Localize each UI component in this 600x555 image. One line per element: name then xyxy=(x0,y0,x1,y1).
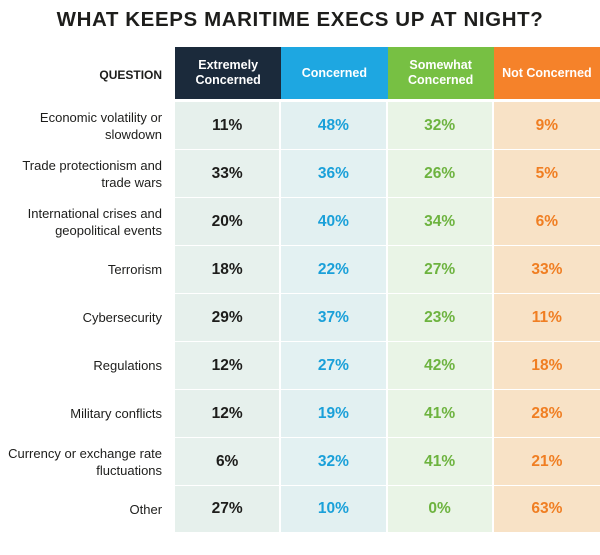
value-somewhat-concerned: 41% xyxy=(387,390,494,438)
value-concerned: 10% xyxy=(281,486,388,533)
concern-table: QUESTION Extremely Concerned Concerned S… xyxy=(0,47,600,533)
table-row: Regulations 12% 27% 42% 18% xyxy=(0,342,600,390)
value-extremely-concerned: 20% xyxy=(175,198,282,246)
value-not-concerned: 21% xyxy=(493,438,600,486)
question-column-header: QUESTION xyxy=(99,67,163,82)
value-somewhat-concerned: 0% xyxy=(387,486,494,533)
question-label: International crises and geopolitical ev… xyxy=(0,198,176,246)
value-somewhat-concerned: 41% xyxy=(387,438,494,486)
column-header-concerned: Concerned xyxy=(281,47,388,102)
value-not-concerned: 33% xyxy=(493,246,600,294)
table-row: Trade protectionism and trade wars 33% 3… xyxy=(0,150,600,198)
question-label: Other xyxy=(0,486,176,533)
column-header-extremely-concerned: Extremely Concerned xyxy=(175,47,282,102)
value-somewhat-concerned: 27% xyxy=(387,246,494,294)
value-concerned: 48% xyxy=(281,102,388,150)
value-concerned: 22% xyxy=(281,246,388,294)
value-concerned: 40% xyxy=(281,198,388,246)
table-row: Currency or exchange rate fluctuations 6… xyxy=(0,438,600,486)
table-row: Cybersecurity 29% 37% 23% 11% xyxy=(0,294,600,342)
value-not-concerned: 28% xyxy=(493,390,600,438)
value-extremely-concerned: 29% xyxy=(175,294,282,342)
chart-title: WHAT KEEPS MARITIME EXECS UP AT NIGHT? xyxy=(56,8,544,31)
value-extremely-concerned: 18% xyxy=(175,246,282,294)
value-somewhat-concerned: 42% xyxy=(387,342,494,390)
question-label: Trade protectionism and trade wars xyxy=(0,150,176,198)
value-extremely-concerned: 27% xyxy=(175,486,282,533)
column-header-somewhat-concerned: Somewhat Concerned xyxy=(387,47,494,102)
value-concerned: 32% xyxy=(281,438,388,486)
value-somewhat-concerned: 26% xyxy=(387,150,494,198)
value-not-concerned: 6% xyxy=(493,198,600,246)
value-not-concerned: 9% xyxy=(493,102,600,150)
value-extremely-concerned: 12% xyxy=(175,390,282,438)
value-concerned: 37% xyxy=(281,294,388,342)
table-row: Terrorism 18% 22% 27% 33% xyxy=(0,246,600,294)
value-concerned: 36% xyxy=(281,150,388,198)
value-somewhat-concerned: 34% xyxy=(387,198,494,246)
column-header-not-concerned: Not Concerned xyxy=(493,47,600,102)
table-row: Military conflicts 12% 19% 41% 28% xyxy=(0,390,600,438)
value-somewhat-concerned: 32% xyxy=(387,102,494,150)
question-label: Regulations xyxy=(0,342,176,390)
value-extremely-concerned: 6% xyxy=(175,438,282,486)
header-row: QUESTION Extremely Concerned Concerned S… xyxy=(0,47,600,102)
table-row: International crises and geopolitical ev… xyxy=(0,198,600,246)
question-label: Cybersecurity xyxy=(0,294,176,342)
question-label: Military conflicts xyxy=(0,390,176,438)
value-somewhat-concerned: 23% xyxy=(387,294,494,342)
value-not-concerned: 18% xyxy=(493,342,600,390)
value-extremely-concerned: 11% xyxy=(175,102,282,150)
value-extremely-concerned: 33% xyxy=(175,150,282,198)
question-label: Terrorism xyxy=(0,246,176,294)
question-label: Currency or exchange rate fluctuations xyxy=(0,438,176,486)
value-extremely-concerned: 12% xyxy=(175,342,282,390)
value-not-concerned: 11% xyxy=(493,294,600,342)
value-not-concerned: 5% xyxy=(493,150,600,198)
table-row: Other 27% 10% 0% 63% xyxy=(0,486,600,533)
value-concerned: 27% xyxy=(281,342,388,390)
table-row: Economic volatility or slowdown 11% 48% … xyxy=(0,102,600,150)
question-label: Economic volatility or slowdown xyxy=(0,102,176,150)
value-not-concerned: 63% xyxy=(493,486,600,533)
value-concerned: 19% xyxy=(281,390,388,438)
